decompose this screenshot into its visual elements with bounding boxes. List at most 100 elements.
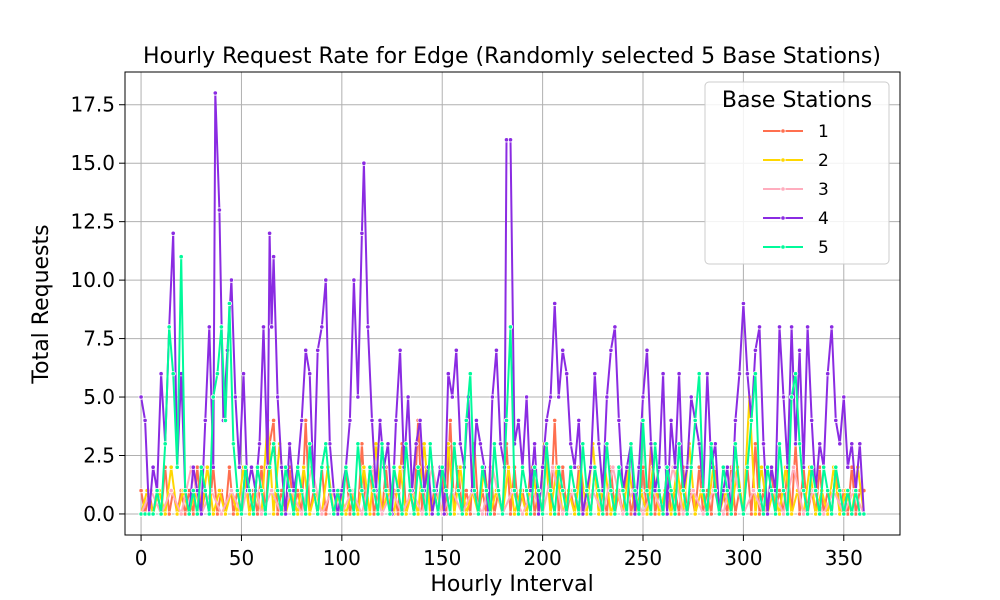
data-point	[664, 464, 670, 470]
data-point	[355, 394, 361, 400]
data-point	[572, 487, 578, 494]
data-point	[700, 487, 706, 494]
data-point	[515, 511, 522, 517]
data-point	[443, 487, 449, 494]
data-point	[608, 487, 614, 494]
data-point	[495, 487, 501, 494]
data-point	[303, 511, 309, 517]
data-point	[299, 417, 305, 423]
data-point	[817, 511, 823, 517]
data-point	[393, 417, 399, 423]
data-point	[732, 417, 739, 423]
data-point	[170, 230, 176, 236]
data-point	[359, 487, 365, 494]
data-point	[668, 487, 674, 494]
data-point	[379, 441, 385, 447]
data-point	[210, 394, 216, 400]
data-point	[845, 487, 851, 494]
data-point	[584, 487, 590, 494]
data-point	[397, 347, 403, 353]
data-point	[459, 511, 465, 517]
y-tick-label: 5.0	[83, 385, 115, 409]
data-point	[268, 487, 275, 494]
data-point	[676, 371, 682, 377]
data-point	[270, 417, 277, 423]
data-point	[335, 487, 341, 494]
series-line-4	[140, 92, 865, 515]
x-tick-label: 250	[624, 546, 662, 570]
data-point	[447, 511, 453, 517]
legend-marker	[780, 215, 786, 221]
data-point	[752, 347, 759, 353]
data-point	[417, 417, 423, 423]
legend-marker	[780, 128, 786, 134]
data-point	[447, 417, 453, 423]
x-tick-label: 0	[135, 546, 148, 570]
data-point	[672, 464, 678, 470]
data-point	[809, 417, 815, 423]
data-point	[369, 417, 375, 423]
data-point	[837, 487, 843, 494]
data-point	[170, 371, 176, 377]
data-point	[323, 277, 329, 283]
data-point	[497, 441, 504, 447]
data-point	[286, 487, 293, 494]
data-point	[712, 487, 718, 494]
data-point	[286, 441, 293, 447]
data-point	[744, 371, 751, 377]
data-point	[752, 371, 759, 377]
data-point	[234, 487, 240, 494]
data-point	[660, 371, 666, 377]
x-axis-title: Hourly Interval	[430, 572, 593, 597]
data-point	[809, 464, 815, 470]
data-point	[552, 417, 558, 423]
y-tick-label: 17.5	[70, 93, 115, 117]
data-point	[319, 324, 325, 330]
legend-entry-3: 3	[763, 180, 829, 200]
data-point	[604, 394, 610, 400]
data-point	[236, 464, 242, 470]
legend-marker	[780, 157, 786, 163]
data-point	[477, 441, 483, 447]
y-tick-label: 12.5	[70, 210, 115, 234]
data-point	[861, 511, 867, 517]
data-point	[644, 487, 650, 494]
data-point	[604, 441, 610, 447]
data-point	[182, 487, 188, 494]
data-point	[230, 441, 236, 447]
data-point	[226, 300, 232, 307]
data-point	[624, 511, 630, 517]
data-point	[240, 371, 247, 377]
data-point	[258, 487, 265, 494]
data-point	[226, 464, 232, 470]
data-point	[371, 487, 377, 494]
data-point	[327, 487, 333, 494]
data-point	[260, 324, 267, 330]
data-point	[449, 394, 455, 400]
data-point	[186, 511, 192, 517]
data-point	[692, 417, 698, 423]
data-point	[776, 441, 783, 447]
data-point	[668, 417, 674, 423]
data-point	[439, 464, 445, 470]
data-point	[311, 487, 317, 494]
data-point	[752, 511, 759, 517]
data-point	[833, 464, 839, 470]
data-point	[632, 487, 638, 494]
data-point	[596, 441, 602, 447]
data-point	[564, 371, 570, 377]
data-point	[262, 511, 269, 517]
data-point	[347, 487, 353, 494]
data-point	[445, 371, 451, 377]
data-point	[248, 464, 255, 470]
data-point	[427, 441, 433, 447]
data-point	[821, 464, 827, 470]
y-tick-label: 2.5	[83, 443, 115, 467]
data-point	[511, 487, 518, 494]
data-point	[343, 464, 349, 470]
data-point	[758, 464, 765, 470]
data-point	[331, 511, 337, 517]
data-point	[457, 441, 463, 447]
data-point	[455, 487, 461, 494]
